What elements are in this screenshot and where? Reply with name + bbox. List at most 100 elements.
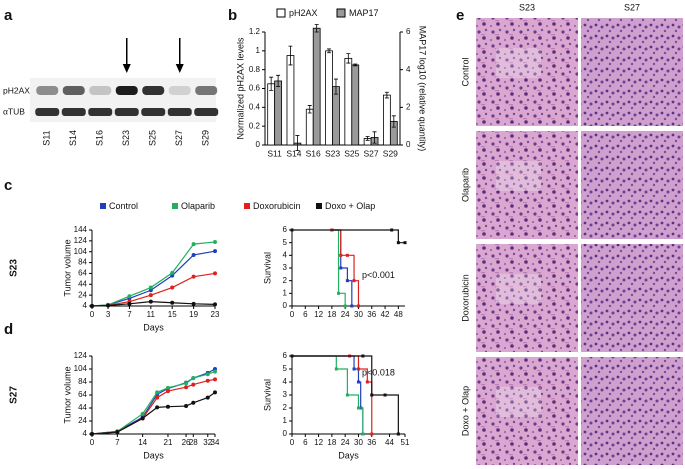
error-bar [327,48,332,54]
point [90,304,94,308]
point [213,369,217,374]
y2-tick-label: 4 [406,65,411,74]
point [213,377,217,382]
point [213,302,217,307]
point [213,239,217,244]
legend-label: Doxorubicin [253,201,301,211]
point [115,430,120,435]
histology-shade [496,274,541,304]
x-tick-label: 23 [211,310,220,319]
y-tick-label: 1.2 [249,27,261,36]
error-bar [307,105,312,114]
point [343,304,347,308]
y-tick-label: 84 [78,258,87,267]
point [339,266,343,270]
point [148,299,153,304]
y-tick-label: 1 [256,46,261,55]
y-tick-label: 64 [78,390,87,399]
x-tick-label: S11 [267,148,282,158]
point [191,400,196,405]
row-label: S23 [9,259,20,277]
error-bar [365,136,370,141]
blot-row-label: αTUB [3,106,25,116]
point [155,395,160,400]
point [140,416,145,421]
point [165,389,170,394]
point [370,432,374,436]
x-tick-label: 30 [354,438,363,447]
panel-label: d [4,321,13,338]
error-bar [314,24,319,33]
point [170,270,175,275]
bar [332,86,340,146]
x-tick-label: S27 [364,148,379,158]
legend-swatch [316,203,322,209]
blot-band [194,108,219,116]
legend-swatch [172,203,178,209]
point [334,367,338,371]
bar [305,108,314,146]
point [170,300,175,305]
x-tick-label: S16 [306,148,321,158]
panel-label: e [456,7,464,24]
histology-image [476,18,578,126]
y-tick-label: 0 [283,429,288,438]
y-tick-label: 104 [74,247,88,256]
error-bar [372,131,377,144]
y-tick-label: 4 [283,250,288,259]
point [184,385,189,390]
y2-tick-label: 6 [406,27,411,36]
x-tick-label: 18 [327,438,336,447]
x-tick-label: 19 [189,310,198,319]
error-bar [353,63,358,67]
histology-image [581,357,683,465]
blot-row-label: pH2AX [3,85,30,95]
point [165,404,170,409]
bar [274,80,282,146]
y-tick-label: 24 [78,416,87,425]
bar [286,55,295,146]
y2-tick-label: 2 [406,102,411,111]
x-tick-label: 21 [164,438,173,447]
histology-shade [496,387,541,417]
blot-band [141,108,166,116]
x-tick-label: 6 [303,310,308,319]
x-tick-label: 0 [90,438,95,447]
blot-sample-label: S27 [174,130,184,146]
point [345,253,349,257]
legend-label: Doxo + Olap [325,201,375,211]
histology-image [476,357,578,465]
y-tick-label: 4 [283,377,288,386]
x-tick-label: 0 [90,310,95,319]
x-tick-label: 12 [314,310,323,319]
point [356,380,360,384]
x-tick-label: 24 [341,310,350,319]
legend-swatch [100,203,106,209]
point [184,404,189,409]
point [383,393,387,397]
point [184,381,189,386]
histology-image [476,244,578,352]
x-axis-label: Days [338,450,359,460]
blot-sample-label: S25 [148,130,158,146]
y-tick-label: 0.6 [249,84,261,93]
point [205,395,210,400]
point [127,294,132,299]
point [370,393,374,397]
y-tick-label: 64 [78,269,87,278]
y-axis-label: Tumor volume [62,366,72,423]
point [290,354,294,358]
series-line [91,272,216,307]
histology-image [581,131,683,239]
x-axis-label: Days [143,450,164,460]
panel-label: b [228,7,237,24]
x-tick-label: S25 [344,148,359,158]
blot-sample-label: S11 [42,130,52,145]
point [148,293,153,298]
blot-band [35,108,60,116]
x-tick-label: 18 [327,310,336,319]
blot-band [89,86,112,95]
y-tick-label: 2 [283,276,288,285]
legend-label: Control [109,201,138,211]
histology-image [476,131,578,239]
